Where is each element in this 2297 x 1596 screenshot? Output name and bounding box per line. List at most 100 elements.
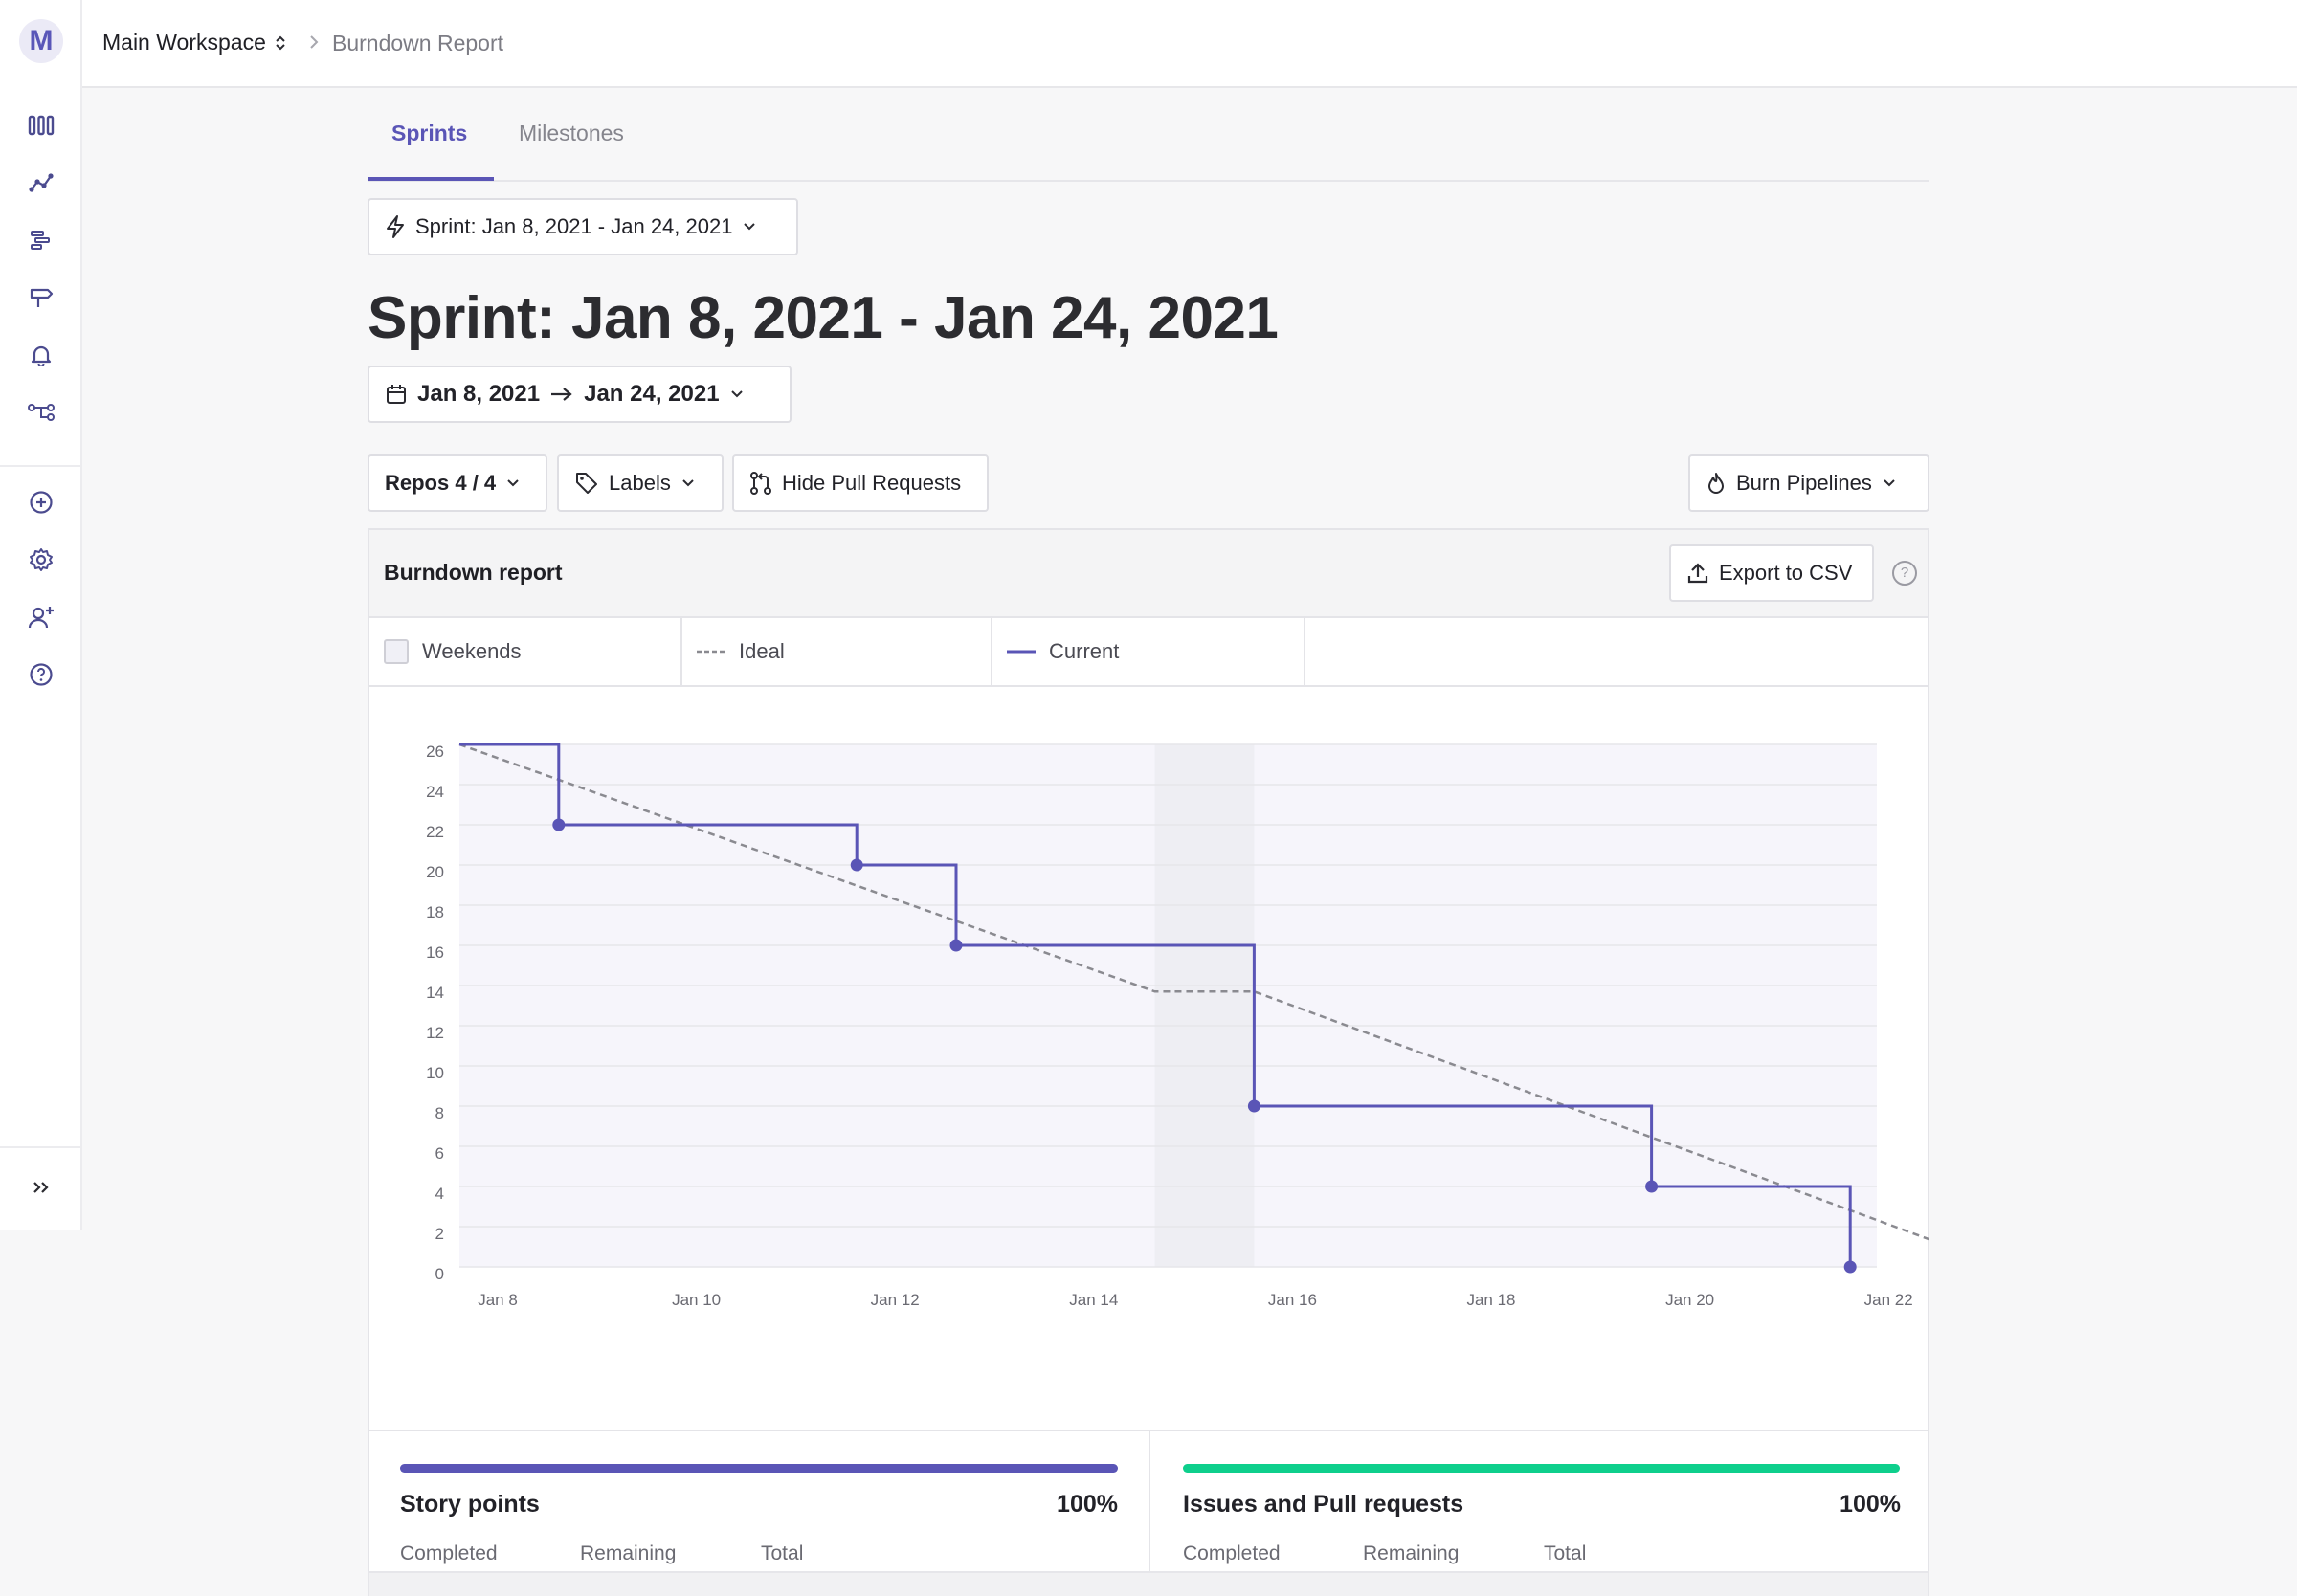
flame-icon (1708, 473, 1724, 494)
workspace-name: Main Workspace (102, 30, 266, 55)
report-tabs: Sprints Milestones (368, 88, 1929, 182)
breadcrumb-current: Burndown Report (332, 31, 503, 55)
remaining-label: Remaining (1363, 1542, 1460, 1564)
top-bar: Main Workspace Burndown Report (82, 0, 2297, 88)
chevron-down-icon (744, 223, 756, 231)
card-header: Burndown report Export to CSV ? (369, 530, 1928, 618)
milestone-signpost-icon[interactable] (23, 279, 59, 316)
chevron-down-icon (1884, 479, 1895, 487)
invite-user-icon[interactable] (23, 599, 59, 635)
tag-icon (576, 473, 597, 494)
solid-line-icon (1007, 650, 1036, 654)
completed-label: Completed (1183, 1542, 1281, 1564)
x-tick-label: Jan 10 (672, 1291, 721, 1309)
sidebar-divider (0, 465, 82, 467)
chevron-down-icon (682, 479, 694, 487)
legend-current[interactable]: Current (992, 618, 1305, 685)
current-point (1645, 1180, 1659, 1193)
breadcrumb-chevron-icon (308, 33, 320, 57)
legend-weekends-label: Weekends (422, 639, 522, 663)
help-circle-icon[interactable]: ? (1892, 561, 1917, 586)
current-point (850, 858, 863, 872)
date-range-picker[interactable]: Jan 8, 2021 Jan 24, 2021 (368, 366, 792, 423)
current-point (949, 939, 963, 952)
current-point (1247, 1099, 1260, 1113)
settings-gear-icon[interactable] (23, 542, 59, 578)
chart-legend: Weekends Ideal Current (369, 618, 1928, 687)
x-tick-label: Jan 16 (1268, 1291, 1317, 1309)
workflow-icon[interactable] (23, 394, 59, 431)
hide-prs-label: Hide Pull Requests (782, 471, 962, 495)
completed-label: Completed (400, 1542, 498, 1564)
hide-pull-requests-toggle[interactable]: Hide Pull Requests (732, 454, 989, 512)
sprint-select-label: Sprint: Jan 8, 2021 - Jan 24, 2021 (415, 214, 733, 238)
burn-pipelines-select[interactable]: Burn Pipelines (1688, 454, 1929, 512)
page-title: Sprint: Jan 8, 2021 - Jan 24, 2021 (368, 285, 1279, 351)
active-tab-indicator (368, 177, 494, 181)
legend-ideal[interactable]: Ideal (682, 618, 992, 685)
workspace-switcher[interactable]: Main Workspace (102, 30, 287, 55)
repos-filter-label: Repos 4 / 4 (385, 471, 497, 495)
sidebar: M (0, 0, 82, 1230)
burndown-report-card: Burndown report Export to CSV ? Weekends… (368, 528, 1929, 1596)
issues-percent: 100% (1840, 1491, 1901, 1518)
x-tick-label: Jan 12 (871, 1291, 920, 1309)
x-tick-label: Jan 22 (1864, 1291, 1913, 1309)
y-tick-label: 4 (435, 1185, 444, 1203)
date-end: Jan 24, 2021 (584, 381, 720, 407)
roadmap-icon[interactable] (23, 165, 59, 201)
legend-weekends[interactable]: Weekends (369, 618, 682, 685)
total-label: Total (1544, 1542, 1587, 1564)
current-point (1843, 1260, 1857, 1274)
y-tick-label: 8 (435, 1104, 444, 1122)
tab-milestones[interactable]: Milestones (519, 121, 624, 145)
current-point (552, 818, 566, 831)
y-tick-label: 20 (426, 863, 444, 881)
y-tick-label: 2 (435, 1225, 444, 1243)
ideal-line (458, 743, 1929, 1241)
y-tick-label: 0 (435, 1265, 444, 1283)
total-label: Total (761, 1542, 804, 1564)
issues-title: Issues and Pull requests (1183, 1491, 1464, 1518)
help-icon[interactable] (23, 656, 59, 693)
card-title: Burndown report (384, 560, 563, 585)
workspace-avatar[interactable]: M (19, 19, 63, 63)
weekends-checkbox[interactable] (384, 639, 409, 664)
story-points-title: Story points (400, 1491, 540, 1518)
y-tick-label: 12 (426, 1024, 444, 1042)
calendar-icon (387, 385, 406, 404)
upload-icon (1687, 563, 1708, 584)
story-points-percent: 100% (1057, 1491, 1118, 1518)
y-tick-label: 22 (426, 823, 444, 841)
story-points-progress-bar (400, 1464, 1118, 1473)
main-content: Sprints Milestones Sprint: Jan 8, 2021 -… (368, 88, 1929, 1596)
weekend-band (1154, 744, 1255, 1267)
notifications-bell-icon[interactable] (23, 337, 59, 373)
legend-current-label: Current (1049, 639, 1120, 663)
y-tick-label: 16 (426, 943, 444, 962)
x-tick-label: Jan 8 (478, 1291, 518, 1309)
add-icon[interactable] (23, 484, 59, 521)
y-tick-label: 24 (426, 783, 444, 801)
y-tick-label: 6 (435, 1144, 444, 1163)
expand-double-chevron-icon[interactable] (23, 1169, 59, 1206)
export-csv-button[interactable]: Export to CSV (1669, 544, 1874, 602)
gantt-icon[interactable] (23, 222, 59, 258)
dashed-line-icon (697, 650, 725, 654)
legend-ideal-label: Ideal (739, 639, 785, 663)
x-tick-label: Jan 20 (1665, 1291, 1714, 1309)
tab-sprints[interactable]: Sprints (391, 121, 468, 145)
labels-filter-label: Labels (609, 471, 671, 495)
repos-filter[interactable]: Repos 4 / 4 (368, 454, 547, 512)
chevron-down-icon (730, 390, 743, 398)
board-icon[interactable] (23, 107, 59, 144)
sidebar-divider (0, 1146, 82, 1148)
date-start: Jan 8, 2021 (417, 381, 541, 407)
labels-filter[interactable]: Labels (557, 454, 724, 512)
chevron-down-icon (507, 479, 519, 487)
export-csv-label: Export to CSV (1719, 561, 1853, 585)
sprint-select[interactable]: Sprint: Jan 8, 2021 - Jan 24, 2021 (368, 198, 798, 255)
arrow-right-icon (551, 388, 572, 401)
remaining-label: Remaining (580, 1542, 677, 1564)
